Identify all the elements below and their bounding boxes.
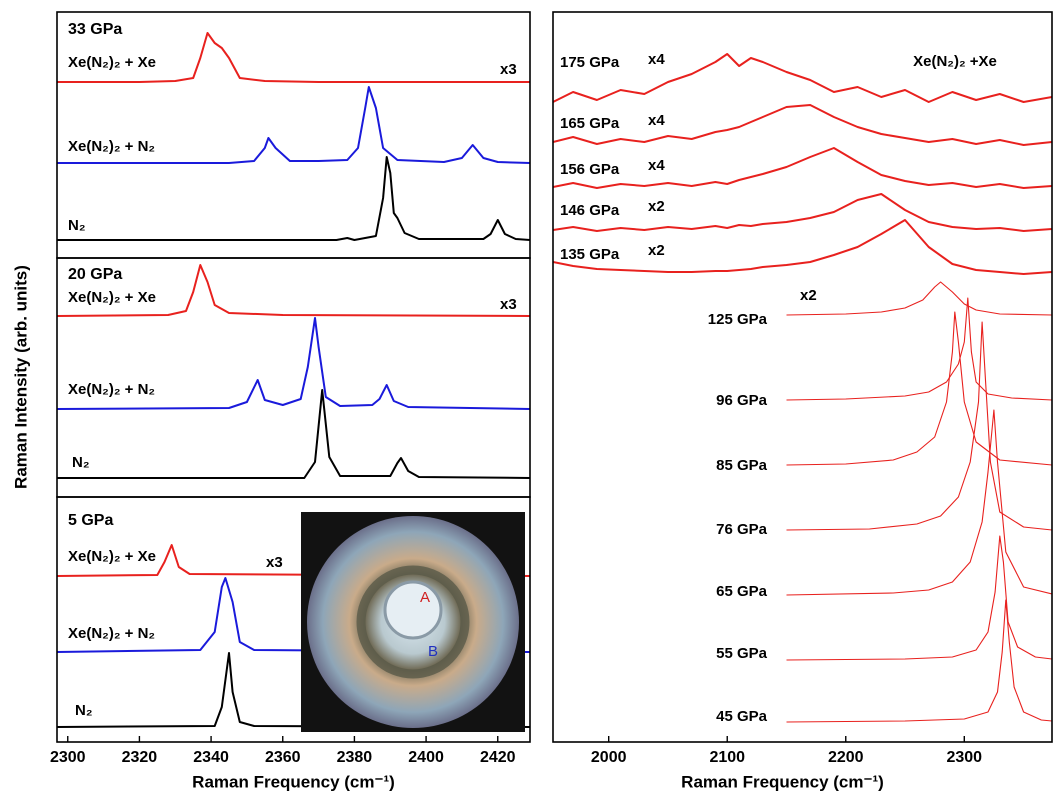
spectrum (57, 264, 530, 317)
panel-title: 33 GPa (68, 21, 122, 38)
x-tick-label: 2320 (122, 749, 158, 766)
x-tick-label: 2340 (193, 749, 229, 766)
spectrum (553, 147, 1052, 189)
inset-label: A (420, 589, 430, 606)
multiplier: x4 (648, 51, 665, 68)
series-label: 85 GPa (716, 457, 768, 474)
multiplier: x2 (648, 242, 665, 259)
series-label: Xe(N₂)₂ + Xe (68, 548, 156, 565)
spectrum (786, 311, 1052, 466)
series-label: 65 GPa (716, 583, 768, 600)
series-label: Xe(N₂)₂ + N₂ (68, 625, 155, 642)
x-tick-label: 2200 (828, 749, 864, 766)
plot-frame (56, 496, 531, 743)
series-label: Xe(N₂)₂ + N₂ (68, 381, 155, 398)
spectrum (786, 297, 1052, 401)
plot-frame (552, 11, 1053, 743)
spectrum (553, 193, 1052, 232)
series-label: Xe(N₂)₂ + Xe (68, 289, 156, 306)
multiplier: x2 (800, 287, 817, 304)
spectrum (57, 156, 530, 241)
x-tick-label: 2000 (591, 749, 627, 766)
series-label: 146 GPa (560, 202, 620, 219)
series-label: 156 GPa (560, 161, 620, 178)
spectrum (57, 544, 530, 577)
series-label: 45 GPa (716, 708, 768, 725)
x-tick-label: 2300 (946, 749, 982, 766)
panel-title: 20 GPa (68, 266, 122, 283)
spectrum (786, 599, 1052, 723)
multiplier: x4 (648, 112, 665, 129)
spectrum (553, 104, 1052, 146)
series-label: N₂ (72, 454, 90, 471)
multiplier: x3 (266, 554, 283, 571)
series-label: 165 GPa (560, 115, 620, 132)
multiplier: x2 (648, 198, 665, 215)
series-label: 96 GPa (716, 392, 768, 409)
spectrum (57, 389, 530, 479)
spectrum (57, 577, 530, 653)
spectrum (786, 281, 1052, 316)
series-label: 125 GPa (708, 311, 768, 328)
series-label: Xe(N₂)₂ + N₂ (68, 138, 155, 155)
inset-label: B (428, 643, 438, 660)
multiplier: x3 (500, 61, 517, 78)
x-axis-title: Raman Frequency (cm⁻¹) (192, 772, 395, 791)
spectrum (57, 652, 530, 728)
spectrum (57, 32, 530, 83)
x-tick-label: 2300 (50, 749, 86, 766)
x-tick-label: 2360 (265, 749, 301, 766)
series-label: 135 GPa (560, 246, 620, 263)
spectrum (57, 86, 530, 164)
series-label: 175 GPa (560, 54, 620, 71)
spectrum (786, 535, 1052, 661)
inset-sample (383, 580, 443, 640)
series-label: N₂ (75, 702, 93, 719)
annotation: Xe(N₂)₂ +Xe (913, 53, 997, 70)
spectrum (553, 53, 1052, 103)
spectrum (553, 219, 1052, 275)
series-label: 55 GPa (716, 645, 768, 662)
spectrum (786, 321, 1052, 531)
x-tick-label: 2420 (480, 749, 516, 766)
x-tick-label: 2400 (408, 749, 444, 766)
x-tick-label: 2380 (337, 749, 373, 766)
spectrum (786, 409, 1052, 596)
multiplier: x4 (648, 157, 665, 174)
inset-ring (356, 565, 470, 679)
series-label: Xe(N₂)₂ + Xe (68, 54, 156, 71)
y-axis-title: Raman Intensity (arb. units) (11, 265, 30, 489)
series-label: 76 GPa (716, 521, 768, 538)
spectrum (57, 317, 530, 410)
x-tick-label: 2100 (709, 749, 745, 766)
x-axis-title: Raman Frequency (cm⁻¹) (681, 772, 884, 791)
series-label: N₂ (68, 217, 86, 234)
multiplier: x3 (500, 296, 517, 313)
panel-title: 5 GPa (68, 512, 113, 529)
plot-frame (56, 11, 531, 259)
